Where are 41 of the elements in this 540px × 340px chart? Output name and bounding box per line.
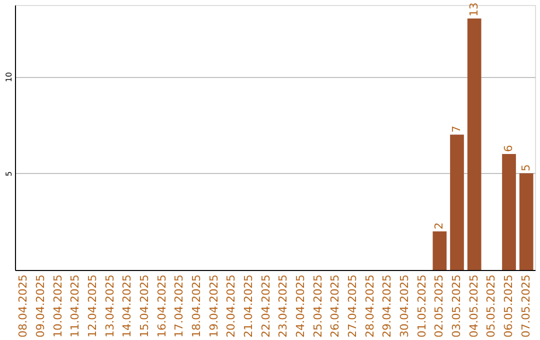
x-tick-label: 07.05.2025 bbox=[519, 274, 532, 338]
x-tick-label: 14.04.2025 bbox=[120, 274, 134, 338]
x-tick-label: 16.04.2025 bbox=[155, 274, 168, 338]
x-tick-label: 15.04.2025 bbox=[138, 274, 151, 338]
x-tick-label: 10.04.2025 bbox=[51, 274, 64, 338]
x-tick-label: 06.05.2025 bbox=[502, 274, 515, 338]
x-tick-label: 11.04.2025 bbox=[68, 274, 82, 338]
x-tick-label: 27.04.2025 bbox=[346, 274, 359, 338]
x-tick-label: 26.04.2025 bbox=[328, 274, 342, 338]
x-tick-label: 22.04.2025 bbox=[259, 274, 272, 338]
x-tick-label: 29.04.2025 bbox=[380, 274, 394, 338]
x-tick-label: 20.04.2025 bbox=[224, 274, 238, 338]
x-tick-label: 01.05.2025 bbox=[415, 274, 428, 338]
bar bbox=[519, 173, 534, 270]
x-tick-label: 19.04.2025 bbox=[207, 274, 220, 338]
data-label: 13 bbox=[467, 2, 480, 17]
x-tick-label: 23.04.2025 bbox=[276, 274, 290, 338]
x-tick-label: 21.04.2025 bbox=[242, 274, 255, 338]
x-tick-label: 08.04.2025 bbox=[16, 274, 30, 338]
x-tick-label: 04.05.2025 bbox=[467, 274, 480, 338]
x-tick-label: 24.04.2025 bbox=[294, 274, 307, 338]
data-label: 7 bbox=[450, 126, 463, 133]
bar bbox=[502, 154, 516, 270]
y-tick-label: 10 bbox=[4, 72, 14, 82]
bar bbox=[432, 231, 447, 270]
x-tick-label: 17.04.2025 bbox=[172, 274, 186, 338]
x-tick-label: 12.04.2025 bbox=[86, 274, 99, 338]
x-tick-label: 13.04.2025 bbox=[103, 274, 116, 338]
bar bbox=[450, 134, 464, 270]
bar bbox=[467, 18, 482, 270]
x-tick-label: 25.04.2025 bbox=[311, 274, 324, 338]
data-label: 6 bbox=[502, 144, 515, 152]
x-tick-label: 02.05.2025 bbox=[432, 274, 446, 338]
x-tick-label: 28.04.2025 bbox=[363, 274, 376, 338]
data-label: 5 bbox=[519, 164, 532, 172]
x-tick-label: 03.05.2025 bbox=[450, 274, 463, 338]
x-tick-label: 30.04.2025 bbox=[398, 274, 411, 338]
x-tick-label: 09.04.2025 bbox=[34, 274, 47, 338]
x-tick-label: 05.05.2025 bbox=[484, 274, 498, 338]
data-label: 2 bbox=[432, 222, 446, 230]
x-tick-label: 18.04.2025 bbox=[190, 274, 203, 338]
